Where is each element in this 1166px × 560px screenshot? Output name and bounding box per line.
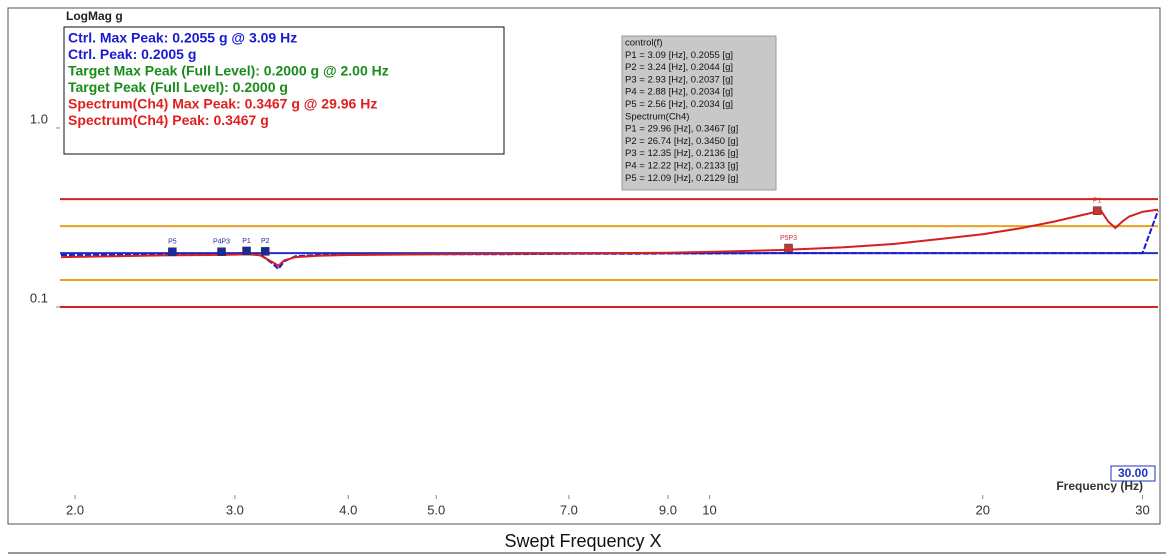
x-tick-label: 5.0	[427, 502, 445, 517]
y-tick-label: 0.1	[30, 290, 48, 305]
x-tick-label: 7.0	[560, 502, 578, 517]
annotation: Spectrum(Ch4) Max Peak: 0.3467 g @ 29.96…	[68, 96, 377, 112]
series-line	[60, 208, 1159, 267]
peak-table-row: P3 = 2.93 [Hz], 0.2037 [g]	[625, 74, 733, 85]
x-tick-label: 4.0	[339, 502, 357, 517]
caption: Swept Frequency X	[504, 531, 661, 551]
peak-label: P1	[242, 238, 251, 245]
annotation-box	[63, 26, 505, 155]
peak-table-row: P3 = 12.35 [Hz], 0.2136 [g]	[625, 148, 738, 159]
peak-marker	[260, 247, 270, 256]
annotation: Target Peak (Full Level): 0.2000 g	[68, 79, 288, 95]
peak-label: P5P3	[780, 235, 797, 242]
peak-table-row: P1 = 3.09 [Hz], 0.2055 [g]	[625, 50, 733, 61]
peak-table-row: P2 = 26.74 [Hz], 0.3450 [g]	[625, 136, 738, 147]
peak-table-box	[621, 35, 777, 191]
peak-table-row: P1 = 29.96 [Hz], 0.3467 [g]	[625, 124, 738, 135]
peak-marker	[784, 243, 793, 253]
peak-marker	[242, 246, 251, 256]
x-tick-label: 30	[1135, 502, 1149, 517]
annotation: Ctrl. Peak: 0.2005 g	[68, 46, 196, 62]
annotation: Ctrl. Max Peak: 0.2055 g @ 3.09 Hz	[68, 30, 297, 46]
x-tick-label: 20	[975, 502, 989, 517]
peak-label: P5	[168, 239, 177, 246]
x-tick-label: 9.0	[659, 502, 677, 517]
x-tick-label: 3.0	[226, 502, 244, 517]
annotation: Target Max Peak (Full Level): 0.2000 g @…	[68, 63, 389, 79]
x-axis-label: Frequency (Hz)	[1056, 479, 1143, 493]
annotation: Spectrum(Ch4) Peak: 0.3467 g	[68, 112, 269, 128]
peak-table-row: P4 = 12.22 [Hz], 0.2133 [g]	[625, 161, 738, 172]
cursor-box	[1110, 465, 1156, 482]
peak-label: P2	[261, 238, 270, 245]
cursor-readout: 30.00	[1118, 466, 1148, 480]
peak-marker	[1092, 206, 1102, 215]
x-tick-label: 10	[702, 502, 716, 517]
peak-table-row: P4 = 2.88 [Hz], 0.2034 [g]	[625, 87, 733, 98]
peak-label: P1	[1093, 198, 1102, 205]
peak-table-row: Spectrum(Ch4)	[625, 111, 689, 122]
x-tick-label: 2.0	[66, 502, 84, 517]
y-tick-label: 1.0	[30, 111, 48, 126]
peak-table-row: P5 = 12.09 [Hz], 0.2129 [g]	[625, 173, 738, 184]
peak-table-row: control(f)	[625, 38, 662, 49]
chart-title: LogMag g	[66, 9, 123, 23]
peak-table-row: P5 = 2.56 [Hz], 0.2034 [g]	[625, 99, 733, 110]
peak-label: P4P3	[213, 239, 230, 246]
peak-table-row: P2 = 3.24 [Hz], 0.2044 [g]	[625, 62, 733, 73]
peak-marker	[168, 247, 177, 257]
peak-marker	[217, 247, 226, 256]
